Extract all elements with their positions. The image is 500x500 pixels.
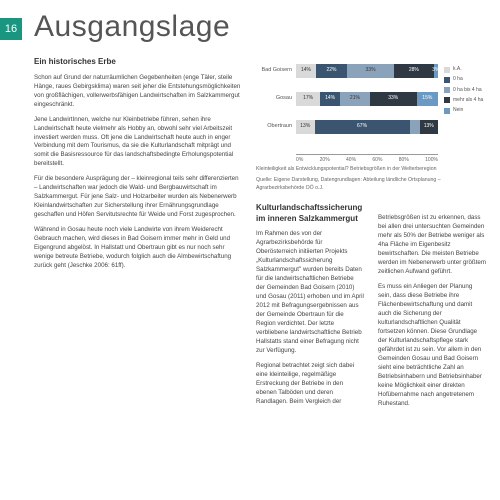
chart-legend: k.A. 0 ha 0 ha bis 4 ha mehr als 4 ha Nein xyxy=(438,56,486,166)
legend-label: k.A. xyxy=(453,66,462,73)
axis-tick: 100% xyxy=(425,157,438,166)
bar-segment: 22% xyxy=(316,64,347,78)
para: Es muss ein Anliegen der Planung sein, d… xyxy=(378,283,486,409)
axis-tick: 0% xyxy=(296,157,303,166)
column-right: Bad Goisern14%22%33%28%3%Gosau17%14%21%3… xyxy=(256,56,486,490)
subhead-historic: Ein historisches Erbe xyxy=(34,56,242,68)
bar-label: Obertraun xyxy=(256,123,296,131)
bar-segment: 3% xyxy=(434,64,438,78)
axis-tick: 60% xyxy=(372,157,382,166)
para: Betriebsgrößen ist zu erkennen, dass bei… xyxy=(378,214,486,277)
bar-stack: 17%14%21%33%15% xyxy=(296,92,438,106)
bar-segment: 17% xyxy=(296,92,320,106)
bar-row: Obertraun13%67%13% xyxy=(256,116,438,138)
axis-tick: 80% xyxy=(399,157,409,166)
bar-row: Gosau17%14%21%33%15% xyxy=(256,88,438,110)
column-left: Ein historisches Erbe Schon auf Grund de… xyxy=(34,56,242,490)
legend-label: 0 ha bis 4 ha xyxy=(453,87,482,94)
page-number-badge: 16 xyxy=(0,18,22,40)
legend-swatch xyxy=(444,97,450,103)
subhead-kulturlandschaft: Kulturlandschaftssicherung im inneren Sa… xyxy=(256,202,364,225)
para: Im Rahmen des von der Agrarbezirksbehörd… xyxy=(256,230,364,356)
legend-item: Nein xyxy=(444,107,486,114)
legend-item: 0 ha xyxy=(444,76,486,83)
bar-segment: 13% xyxy=(420,120,438,134)
chart-source: Quelle: Eigene Darstellung, Datengrundla… xyxy=(256,177,486,192)
axis-tick: 20% xyxy=(320,157,330,166)
legend-swatch xyxy=(444,77,450,83)
legend-item: k.A. xyxy=(444,66,486,73)
para: Während in Gosau heute noch viele Landwi… xyxy=(34,226,242,271)
legend-label: Nein xyxy=(453,107,463,114)
bar-stack: 14%22%33%28%3% xyxy=(296,64,438,78)
bar-segment: 33% xyxy=(370,92,417,106)
page-title: Ausgangslage xyxy=(34,10,230,44)
bar-segment: 33% xyxy=(347,64,394,78)
bar-segment: 15% xyxy=(417,92,438,106)
bar-segment: 28% xyxy=(394,64,434,78)
chart-x-axis: 0% 20% 40% 60% 80% 100% xyxy=(296,154,438,166)
bar-segment xyxy=(410,120,420,134)
para: Schon auf Grund der naturräumlichen Gege… xyxy=(34,74,242,110)
bar-segment: 21% xyxy=(340,92,370,106)
para: Regional betrachtet zeigt sich dabei ein… xyxy=(256,362,364,407)
para: Für die besondere Ausprägung der – klein… xyxy=(34,175,242,220)
legend-swatch xyxy=(444,87,450,93)
bar-row: Bad Goisern14%22%33%28%3% xyxy=(256,60,438,82)
bar-label: Gosau xyxy=(256,95,296,103)
axis-tick: 40% xyxy=(346,157,356,166)
bar-segment: 13% xyxy=(296,120,314,134)
chart-container: Bad Goisern14%22%33%28%3%Gosau17%14%21%3… xyxy=(256,56,486,192)
bar-stack: 13%67%13% xyxy=(296,120,438,134)
legend-swatch xyxy=(444,108,450,114)
legend-item: mehr als 4 ha xyxy=(444,97,486,104)
chart-caption: Kleinteiligkeit als Entwicklungspotentia… xyxy=(256,166,486,173)
bar-label: Bad Goisern xyxy=(256,67,296,75)
chart-bars-area: Bad Goisern14%22%33%28%3%Gosau17%14%21%3… xyxy=(256,56,438,166)
legend-label: mehr als 4 ha xyxy=(453,97,483,104)
legend-label: 0 ha xyxy=(453,76,463,83)
para: Jene LandwirtInnen, welche nur Kleinbetr… xyxy=(34,116,242,170)
legend-item: 0 ha bis 4 ha xyxy=(444,87,486,94)
bar-segment: 14% xyxy=(320,92,340,106)
content-area: Ein historisches Erbe Schon auf Grund de… xyxy=(34,56,486,490)
bar-segment: 14% xyxy=(296,64,316,78)
legend-swatch xyxy=(444,67,450,73)
bar-segment: 67% xyxy=(315,120,410,134)
stacked-bar-chart: Bad Goisern14%22%33%28%3%Gosau17%14%21%3… xyxy=(256,56,486,166)
